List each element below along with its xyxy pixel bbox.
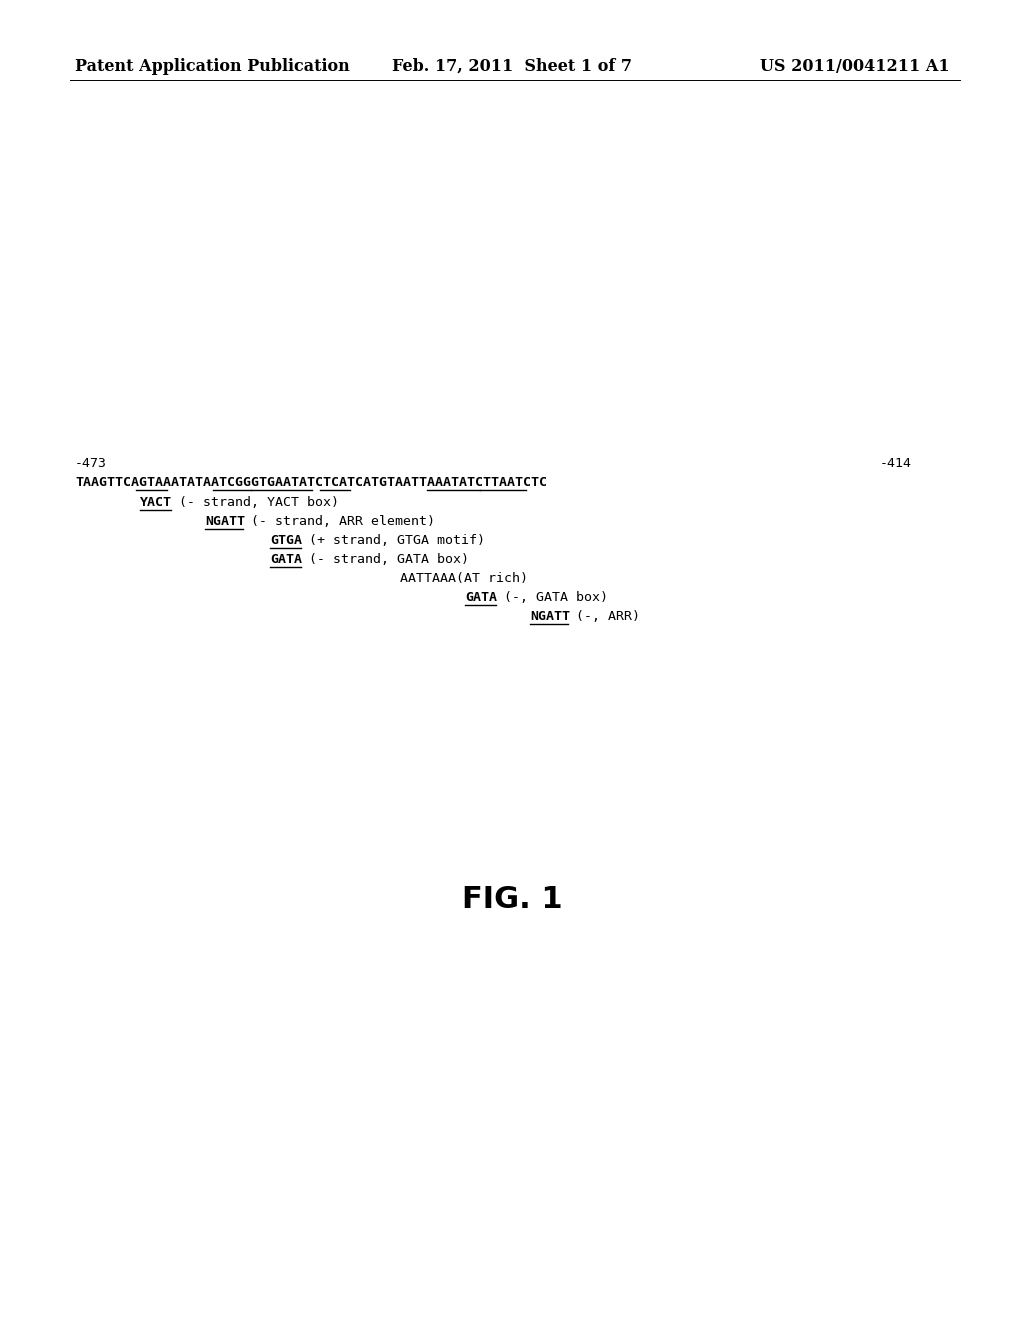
Text: AATTAAA(AT rich): AATTAAA(AT rich) <box>400 572 528 585</box>
Text: (+ strand, GTGA motif): (+ strand, GTGA motif) <box>301 535 484 546</box>
Text: (- strand, YACT box): (- strand, YACT box) <box>171 496 339 510</box>
Text: (- strand, GATA box): (- strand, GATA box) <box>301 553 469 566</box>
Text: Patent Application Publication: Patent Application Publication <box>75 58 350 75</box>
Text: (-, GATA box): (-, GATA box) <box>496 591 607 605</box>
Text: -414: -414 <box>880 457 912 470</box>
Text: (- strand, ARR element): (- strand, ARR element) <box>244 515 435 528</box>
Text: US 2011/0041211 A1: US 2011/0041211 A1 <box>761 58 950 75</box>
Text: GATA: GATA <box>465 591 497 605</box>
Text: TAAGTTCAGTAAATATAATCGGGTGAATATCTCATCATGTAATTAAATATCTTAATCTC: TAAGTTCAGTAAATATAATCGGGTGAATATCTCATCATGT… <box>75 477 547 488</box>
Text: -473: -473 <box>75 457 106 470</box>
Text: (-, ARR): (-, ARR) <box>568 610 640 623</box>
Text: NGATT: NGATT <box>530 610 570 623</box>
Text: FIG. 1: FIG. 1 <box>462 884 562 913</box>
Text: GATA: GATA <box>270 553 302 566</box>
Text: YACT: YACT <box>140 496 172 510</box>
Text: Feb. 17, 2011  Sheet 1 of 7: Feb. 17, 2011 Sheet 1 of 7 <box>392 58 632 75</box>
Text: NGATT: NGATT <box>205 515 245 528</box>
Text: GTGA: GTGA <box>270 535 302 546</box>
